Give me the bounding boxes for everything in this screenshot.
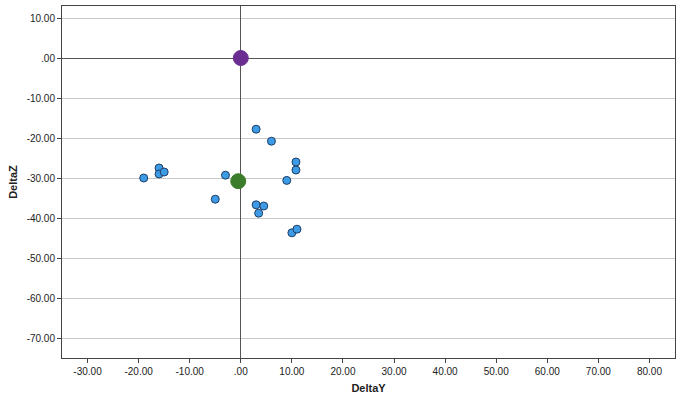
svg-text:DeltaZ: DeltaZ (7, 165, 19, 199)
svg-text:.00: .00 (41, 53, 55, 64)
svg-text:-10.00: -10.00 (27, 93, 56, 104)
svg-text:10.00: 10.00 (30, 13, 55, 24)
svg-text:60.00: 60.00 (535, 366, 560, 377)
svg-text:-20.00: -20.00 (27, 133, 56, 144)
svg-text:.00: .00 (234, 366, 248, 377)
svg-text:-30.00: -30.00 (73, 366, 102, 377)
svg-text:10.00: 10.00 (279, 366, 304, 377)
svg-text:30.00: 30.00 (382, 366, 407, 377)
svg-text:DeltaY: DeltaY (351, 382, 386, 394)
svg-text:-50.00: -50.00 (27, 253, 56, 264)
svg-text:-10.00: -10.00 (176, 366, 205, 377)
svg-text:-70.00: -70.00 (27, 333, 56, 344)
svg-text:20.00: 20.00 (330, 366, 355, 377)
svg-text:-40.00: -40.00 (27, 213, 56, 224)
svg-text:-60.00: -60.00 (27, 293, 56, 304)
svg-text:50.00: 50.00 (484, 366, 509, 377)
svg-text:40.00: 40.00 (433, 366, 458, 377)
svg-text:-20.00: -20.00 (124, 366, 153, 377)
svg-text:80.00: 80.00 (637, 366, 662, 377)
svg-text:-30.00: -30.00 (27, 173, 56, 184)
svg-text:70.00: 70.00 (586, 366, 611, 377)
